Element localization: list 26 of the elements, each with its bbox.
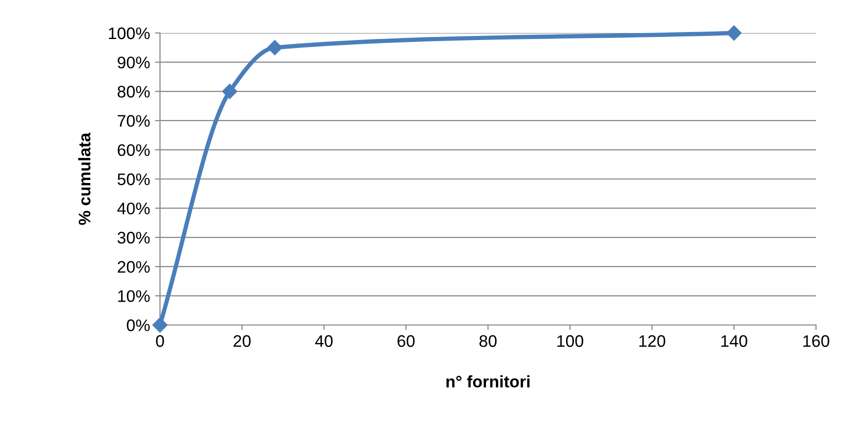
y-tick-label: 40% bbox=[117, 202, 150, 214]
y-tick-label: 20% bbox=[118, 261, 150, 273]
x-tick-label: 0 bbox=[156, 335, 164, 347]
y-tick-label: 80% bbox=[118, 86, 150, 98]
y-tick-label: 90% bbox=[118, 56, 150, 68]
y-axis-title: % cumulata bbox=[78, 132, 90, 225]
point bbox=[726, 25, 742, 41]
y-tick-label: 30% bbox=[118, 232, 150, 244]
point bbox=[222, 84, 238, 99]
x-tick-label: 60 bbox=[398, 335, 415, 347]
y-tick-label: 60% bbox=[118, 144, 150, 156]
point bbox=[267, 40, 282, 56]
x-tick-label: 140 bbox=[721, 335, 748, 347]
x-tick-label: 120 bbox=[639, 335, 666, 347]
y-tick-label: 50% bbox=[118, 173, 150, 186]
x-tick-label: 160 bbox=[803, 335, 830, 347]
x-tick-label: 80 bbox=[479, 335, 497, 347]
x-tick-label: 20 bbox=[234, 335, 251, 347]
x-tick-label: 40 bbox=[315, 335, 333, 347]
y-tick-label: 10% bbox=[118, 290, 150, 302]
y-tick-label: 100% bbox=[108, 27, 150, 40]
x-axis-title: n° fornitori bbox=[446, 375, 530, 388]
y-tick-label: 0% bbox=[126, 319, 150, 332]
x-tick-label: 100 bbox=[557, 335, 584, 347]
point bbox=[152, 317, 168, 333]
y-tick-label: 70% bbox=[118, 115, 150, 127]
